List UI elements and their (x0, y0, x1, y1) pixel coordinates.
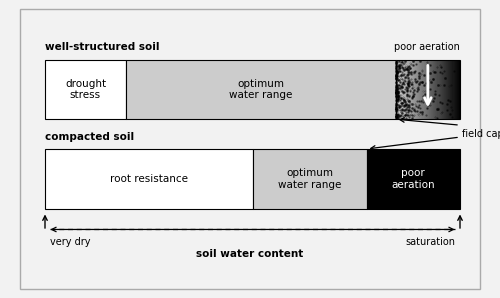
Bar (422, 60, 424, 119)
Text: field capacity: field capacity (462, 129, 500, 139)
Bar (408, 60, 410, 119)
Bar (452, 60, 453, 119)
Bar (445, 60, 446, 119)
Bar (432, 60, 434, 119)
Bar (366, 149, 460, 209)
Bar (443, 60, 444, 119)
Bar (438, 60, 439, 119)
Text: compacted soil: compacted soil (45, 131, 134, 142)
Bar (450, 60, 451, 119)
Bar (413, 60, 414, 119)
Text: soil water content: soil water content (196, 249, 304, 259)
Bar (431, 60, 432, 119)
Bar (447, 60, 448, 119)
Bar (399, 60, 400, 119)
Bar (442, 60, 444, 119)
Bar (415, 60, 416, 119)
Bar (416, 60, 418, 119)
Bar (126, 60, 396, 119)
Bar (450, 60, 452, 119)
Text: very dry: very dry (50, 237, 90, 247)
Bar (456, 60, 458, 119)
Bar (438, 60, 440, 119)
Bar (414, 60, 416, 119)
Bar (440, 60, 442, 119)
Text: root resistance: root resistance (110, 174, 188, 184)
Bar (433, 60, 435, 119)
Bar (396, 60, 397, 119)
Bar (400, 60, 402, 119)
Bar (440, 60, 441, 119)
Bar (420, 60, 421, 119)
Bar (401, 60, 402, 119)
Bar (430, 60, 432, 119)
Bar (45, 149, 253, 209)
Bar (420, 60, 422, 119)
Bar (446, 60, 448, 119)
Bar (429, 60, 430, 119)
Bar (454, 60, 456, 119)
Bar (457, 60, 458, 119)
Bar (458, 60, 460, 119)
Bar (436, 60, 437, 119)
Bar (436, 60, 438, 119)
Bar (427, 60, 428, 119)
Bar (424, 60, 425, 119)
Bar (403, 60, 405, 119)
Bar (459, 60, 460, 119)
Bar (422, 60, 423, 119)
Bar (404, 60, 406, 119)
Bar (452, 60, 454, 119)
Bar (45, 60, 126, 119)
Text: drought
stress: drought stress (65, 79, 106, 100)
Bar (402, 60, 404, 119)
Bar (406, 60, 408, 119)
Bar (424, 60, 426, 119)
Bar (448, 60, 450, 119)
Bar (434, 60, 436, 119)
Text: optimum
water range: optimum water range (229, 79, 292, 100)
Bar (398, 60, 400, 119)
Bar (454, 60, 455, 119)
Bar (418, 60, 420, 119)
Text: poor
aeration: poor aeration (392, 168, 435, 190)
Text: optimum
water range: optimum water range (278, 168, 341, 190)
Bar (408, 60, 409, 119)
Text: poor aeration: poor aeration (394, 42, 460, 52)
Bar (417, 60, 418, 119)
Bar (428, 60, 430, 119)
Bar (426, 60, 428, 119)
Bar (410, 60, 412, 119)
Bar (412, 60, 414, 119)
Bar (406, 60, 407, 119)
Text: saturation: saturation (405, 237, 455, 247)
Bar (444, 60, 446, 119)
Bar (252, 149, 366, 209)
Text: well-structured soil: well-structured soil (45, 42, 160, 52)
Bar (396, 60, 398, 119)
Bar (396, 60, 460, 119)
Bar (410, 60, 411, 119)
